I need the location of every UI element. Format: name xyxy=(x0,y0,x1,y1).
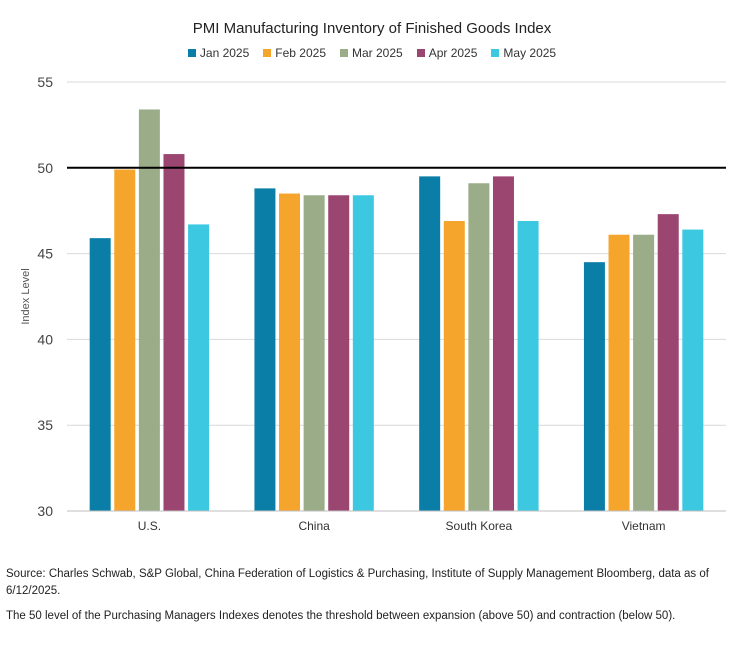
bar xyxy=(114,169,136,512)
legend-label: Mar 2025 xyxy=(352,46,403,60)
bar xyxy=(608,234,630,511)
y-tick-label: 40 xyxy=(37,331,53,347)
bar xyxy=(328,195,350,512)
chart-notes: Source: Charles Schwab, S&P Global, Chin… xyxy=(6,566,736,633)
x-tick-label: Vietnam xyxy=(622,519,666,533)
bar xyxy=(352,195,374,512)
legend-label: Feb 2025 xyxy=(275,46,326,60)
legend-item: Mar 2025 xyxy=(340,46,403,60)
legend-swatch xyxy=(340,49,348,57)
bar xyxy=(443,220,465,511)
y-tick-label: 45 xyxy=(37,246,53,262)
y-axis-label: Index Level xyxy=(20,268,32,324)
y-tick-label: 50 xyxy=(37,160,53,176)
legend-swatch xyxy=(263,49,272,57)
x-tick-label: China xyxy=(298,519,330,533)
bar xyxy=(303,195,325,512)
bar xyxy=(517,220,539,511)
y-tick-label: 30 xyxy=(37,503,53,519)
bar xyxy=(254,188,276,511)
bar xyxy=(89,238,111,511)
bar xyxy=(657,214,679,511)
legend-item: Feb 2025 xyxy=(263,46,326,60)
bar xyxy=(163,154,185,511)
source-note: Source: Charles Schwab, S&P Global, Chin… xyxy=(6,568,709,597)
bar xyxy=(682,229,704,512)
x-tick-label: U.S. xyxy=(138,519,161,533)
y-tick-label: 55 xyxy=(37,74,53,90)
chart-title: PMI Manufacturing Inventory of Finished … xyxy=(192,20,552,37)
legend-item: Jan 2025 xyxy=(187,46,250,60)
bar xyxy=(138,109,160,512)
legend-item: May 2025 xyxy=(491,46,556,60)
bar xyxy=(583,262,605,511)
bar xyxy=(492,176,514,511)
bar xyxy=(279,193,301,512)
threshold-note: The 50 level of the Purchasing Managers … xyxy=(6,610,676,622)
legend-label: May 2025 xyxy=(503,46,557,60)
legend-label: Apr 2025 xyxy=(428,46,478,60)
y-tick-label: 35 xyxy=(37,417,53,433)
bar xyxy=(419,176,441,511)
chart-legend: Jan 2025 Feb 2025 Mar 2025 Apr 2025 May 2025 xyxy=(0,46,744,60)
legend-swatch xyxy=(491,49,500,57)
legend-label: Jan 2025 xyxy=(199,46,250,60)
bar xyxy=(468,183,490,511)
legend-item: Apr 2025 xyxy=(416,46,478,60)
bar-chart: 30 35 40 45 50 55 Index Level U.S. China South Ko… xyxy=(20,74,726,533)
legend-swatch xyxy=(187,49,196,57)
legend-swatch xyxy=(416,49,425,57)
x-tick-label: South Korea xyxy=(446,519,513,533)
bar xyxy=(188,224,210,512)
bar xyxy=(633,234,655,511)
